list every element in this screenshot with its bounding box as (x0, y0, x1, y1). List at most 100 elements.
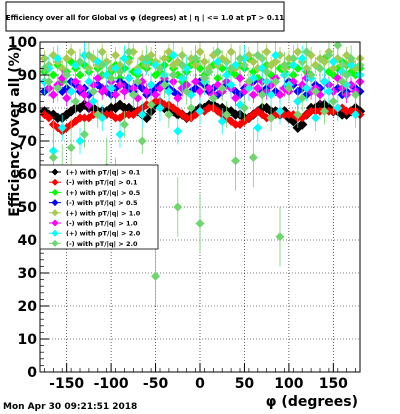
data-point (151, 90, 161, 100)
data-point (217, 116, 227, 126)
data-point (248, 90, 258, 100)
data-point (222, 110, 232, 120)
y-tick-label: 40 (18, 233, 38, 249)
data-point (222, 70, 232, 80)
data-point (191, 77, 201, 87)
legend-label: (-) with pT/|q| > 0.5 (66, 199, 138, 208)
data-point (342, 70, 352, 80)
data-point (168, 50, 178, 60)
x-tick-label: -50 (143, 376, 169, 392)
data-point (119, 87, 129, 96)
legend-marker (51, 168, 59, 176)
data-point (84, 77, 94, 87)
data-point (279, 60, 289, 70)
data-point (62, 54, 72, 63)
timestamp: Mon Apr 30 09:21:51 2018 (3, 402, 137, 412)
data-point (311, 113, 321, 123)
data-point (319, 57, 329, 67)
data-point (62, 70, 72, 80)
legend-label: (-) with pT/|q| > 0.1 (66, 179, 138, 188)
tick-labels: 0 10 20 30 40 50 60 70 80 90 100 -150 -100 -50 0 50 100 1… (8, 35, 348, 392)
data-point (71, 77, 81, 87)
data-point (195, 47, 205, 57)
legend: (+) with pT/|q| > 0.1(-) with pT/|q| > 0… (39, 164, 159, 250)
data-point (208, 93, 218, 103)
data-point (297, 93, 307, 103)
y-tick-label: 70 (18, 134, 38, 150)
data-point (253, 83, 263, 93)
legend-label: (-) with pT/|q| > 2.0 (66, 240, 138, 249)
data-point (173, 202, 183, 212)
data-point (235, 54, 245, 63)
y-tick-label: 100 (8, 35, 37, 51)
legend-label: (-) with pT/|q| > 1.0 (66, 220, 138, 229)
data-point (159, 54, 169, 63)
data-point (93, 73, 103, 83)
data-point (253, 50, 263, 60)
data-point (288, 54, 298, 63)
data-point (66, 47, 76, 57)
data-point (79, 129, 89, 139)
data-point (62, 93, 72, 103)
data-point (44, 113, 54, 123)
data-point (93, 110, 103, 120)
data-point (151, 271, 161, 281)
legend-marker (51, 178, 59, 186)
data-point (346, 54, 356, 63)
data-point (115, 67, 125, 77)
data-point (239, 103, 249, 113)
data-point (302, 63, 312, 73)
y-tick-label: 30 (18, 266, 38, 282)
data-point (97, 60, 107, 70)
data-point (137, 110, 147, 120)
y-tick-label: 50 (18, 200, 38, 216)
legend-label: (+) with pT/|q| > 0.1 (66, 169, 141, 178)
data-point (53, 83, 63, 93)
data-point (319, 106, 329, 116)
data-point (79, 90, 89, 100)
x-tick-label: 150 (319, 376, 348, 392)
data-point (57, 63, 67, 73)
legend-marker (51, 199, 59, 207)
data-point (164, 87, 174, 96)
y-tick-label: 60 (18, 167, 38, 183)
data-point (39, 63, 49, 73)
data-point (71, 96, 81, 106)
data-point (311, 87, 321, 96)
data-point (244, 77, 254, 87)
legend-marker (51, 209, 59, 217)
data-point (75, 57, 85, 67)
data-point (248, 153, 258, 162)
y-tick-label: 10 (18, 332, 38, 348)
data-point (333, 103, 343, 113)
data-point (124, 73, 134, 83)
data-point (324, 50, 334, 60)
data-point (146, 80, 156, 90)
chart-title: Efficiency over all for Global vs φ (deg… (6, 14, 284, 23)
data-point (231, 156, 241, 166)
data-point (88, 87, 98, 96)
data-point (235, 73, 245, 83)
data-point (128, 90, 138, 100)
data-point (231, 93, 241, 103)
data-point (262, 47, 272, 57)
data-point (48, 153, 58, 162)
data-point (124, 47, 134, 57)
x-axis-label: φ (degrees) (266, 394, 358, 410)
data-point (315, 63, 325, 73)
data-point (226, 80, 236, 90)
data-series (39, 40, 366, 306)
data-point (173, 93, 183, 103)
data-point (142, 54, 152, 63)
x-tick-label: 0 (195, 376, 205, 392)
data-point (297, 119, 308, 130)
data-point (337, 77, 347, 87)
x-tick-label: 100 (274, 376, 303, 392)
data-point (306, 70, 316, 80)
x-tick-label: 50 (235, 376, 255, 392)
data-point (284, 83, 294, 93)
data-point (351, 110, 361, 120)
data-point (324, 87, 334, 96)
data-point (159, 80, 169, 90)
